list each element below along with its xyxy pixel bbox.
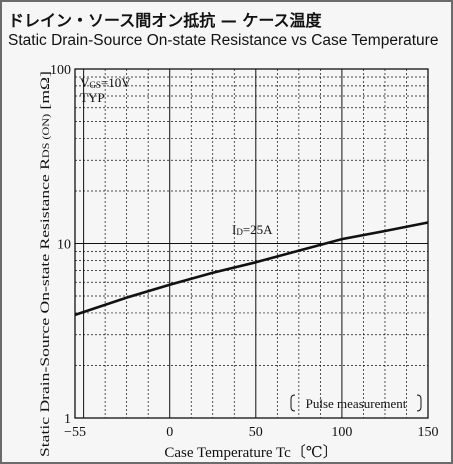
series-line-id25a — [74, 221, 429, 317]
annotation-typ: TYP — [80, 90, 105, 105]
grid-lines — [75, 69, 428, 418]
x-axis-label: Case Temperature Tc〔℃〕 — [164, 444, 337, 461]
y-tick-label: 1 — [64, 412, 71, 427]
x-tick-label: 100 — [331, 425, 352, 440]
y-tick-label: 100 — [50, 63, 71, 78]
note-bracket-left — [290, 394, 296, 412]
y-axis-label: Static Drain-Source On-state Resistance … — [37, 71, 52, 457]
plot-frame — [74, 68, 429, 419]
chart-title-japanese: ドレイン・ソース間オン抵抗 — ケース温度 — [8, 11, 322, 30]
pulse-measurement-note: Pulse measurement — [306, 396, 407, 411]
x-tick-label: 150 — [418, 425, 439, 440]
annotation-vgs: VGS=10V — [80, 75, 131, 90]
x-tick-label: 50 — [249, 425, 263, 440]
x-tick-label: −55 — [64, 425, 86, 440]
chart-title-english: Static Drain-Source On-state Resistance … — [8, 32, 439, 49]
y-tick-label: 10 — [57, 238, 71, 253]
tick-labels: −55 0 50 100 150 1 10 100 — [50, 63, 439, 440]
series-label-id25a: ID=25A — [232, 222, 273, 237]
x-tick-label: 0 — [166, 425, 173, 440]
note-bracket-right — [416, 394, 422, 412]
